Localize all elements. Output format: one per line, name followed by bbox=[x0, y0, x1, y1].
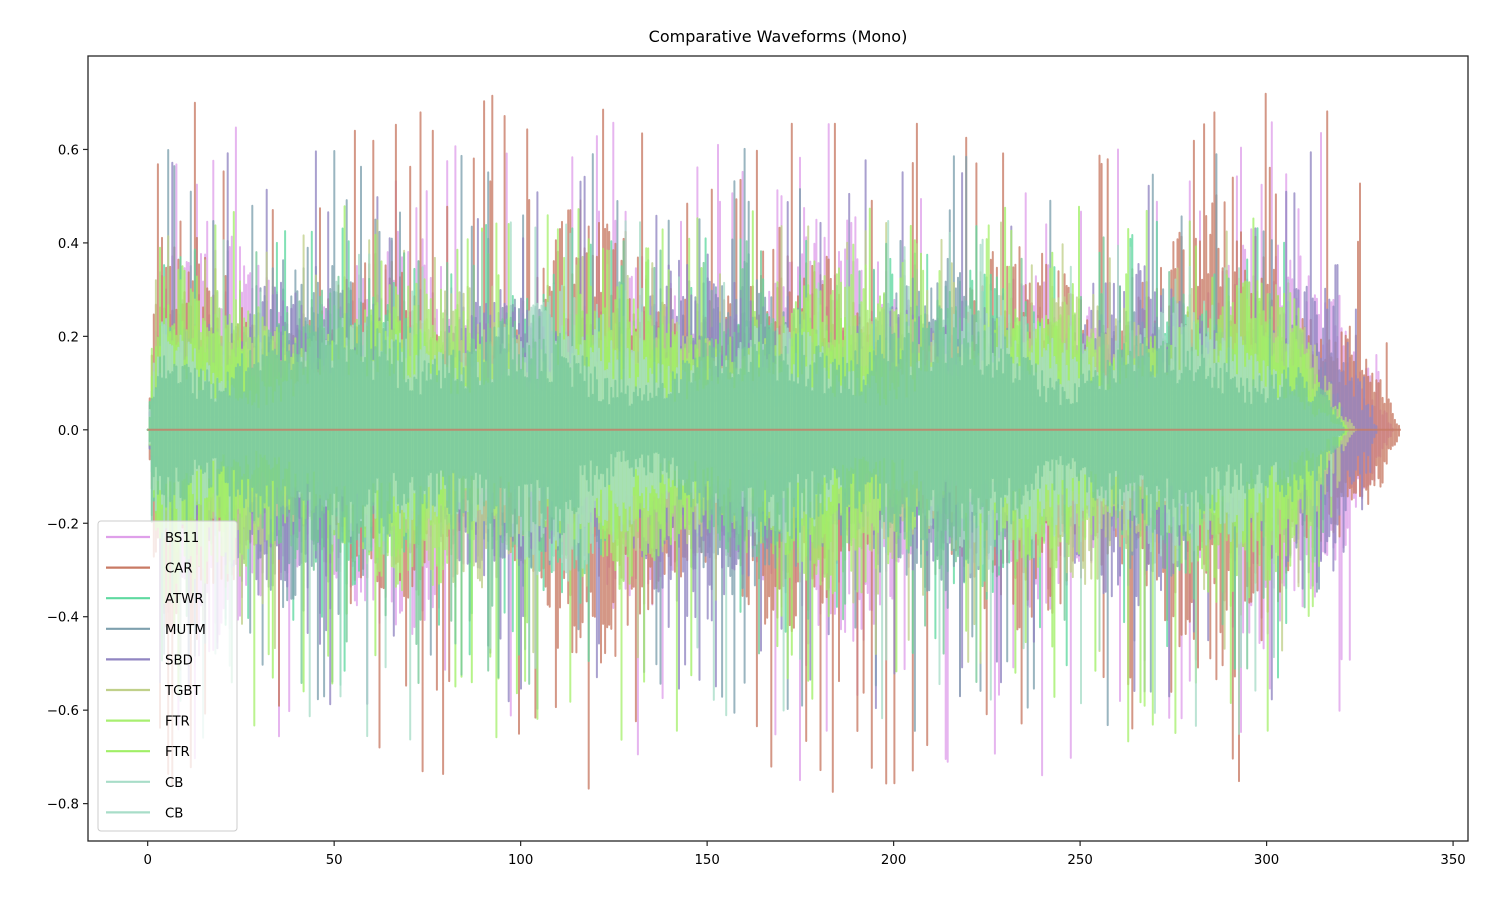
plot-area bbox=[87, 55, 1469, 842]
legend-item: ATWR bbox=[106, 592, 204, 607]
legend-item: CB bbox=[106, 776, 183, 791]
x-tick-label: 100 bbox=[508, 853, 533, 868]
legend-item: FTR bbox=[106, 745, 190, 760]
y-axis: −0.8 −0.6 −0.4 −0.2 0.0 0.2 0.4 0.6 bbox=[47, 143, 88, 813]
y-tick-label: 0.4 bbox=[58, 237, 79, 252]
y-tick-label: −0.4 bbox=[47, 611, 79, 626]
legend-item: MUTM bbox=[106, 623, 206, 638]
legend-item: FTR bbox=[106, 715, 190, 730]
legend-item: BS11 bbox=[106, 531, 199, 546]
legend-label: CB bbox=[165, 776, 183, 791]
y-tick-label: 0.0 bbox=[58, 424, 79, 439]
legend-item: TGBT bbox=[106, 684, 202, 699]
x-tick-label: 150 bbox=[694, 853, 719, 868]
legend: BS11 CAR ATWR MUTM SBD TGBT FTR FTR CB CB bbox=[97, 520, 238, 832]
x-tick-label: 50 bbox=[326, 853, 343, 868]
legend-label: BS11 bbox=[165, 531, 199, 546]
legend-label: ATWR bbox=[165, 592, 204, 607]
y-tick-label: 0.2 bbox=[58, 330, 79, 345]
chart-title: Comparative Waveforms (Mono) bbox=[649, 27, 908, 46]
y-tick-label: −0.8 bbox=[47, 798, 79, 813]
x-tick-label: 250 bbox=[1067, 853, 1092, 868]
x-tick-label: 200 bbox=[881, 853, 906, 868]
y-tick-label: −0.6 bbox=[47, 704, 79, 719]
legend-label: FTR bbox=[165, 745, 190, 760]
legend-label: SBD bbox=[165, 653, 193, 668]
y-tick-label: −0.2 bbox=[47, 517, 79, 532]
legend-item: CB bbox=[106, 806, 183, 821]
legend-item: SBD bbox=[106, 653, 193, 668]
legend-label: MUTM bbox=[165, 623, 206, 638]
waveform-lines bbox=[146, 92, 1401, 793]
plot-frame bbox=[87, 55, 1469, 842]
x-tick-label: 300 bbox=[1254, 853, 1279, 868]
legend-label: CAR bbox=[165, 562, 193, 577]
legend-label: FTR bbox=[165, 715, 190, 730]
legend-label: TGBT bbox=[164, 684, 202, 699]
legend-label: CB bbox=[165, 806, 183, 821]
x-axis: 0 50 100 150 200 250 300 350 bbox=[143, 841, 1466, 868]
x-tick-label: 350 bbox=[1440, 853, 1465, 868]
x-tick-label: 0 bbox=[143, 853, 151, 868]
legend-item: CAR bbox=[106, 562, 193, 577]
y-tick-label: 0.6 bbox=[58, 143, 79, 158]
